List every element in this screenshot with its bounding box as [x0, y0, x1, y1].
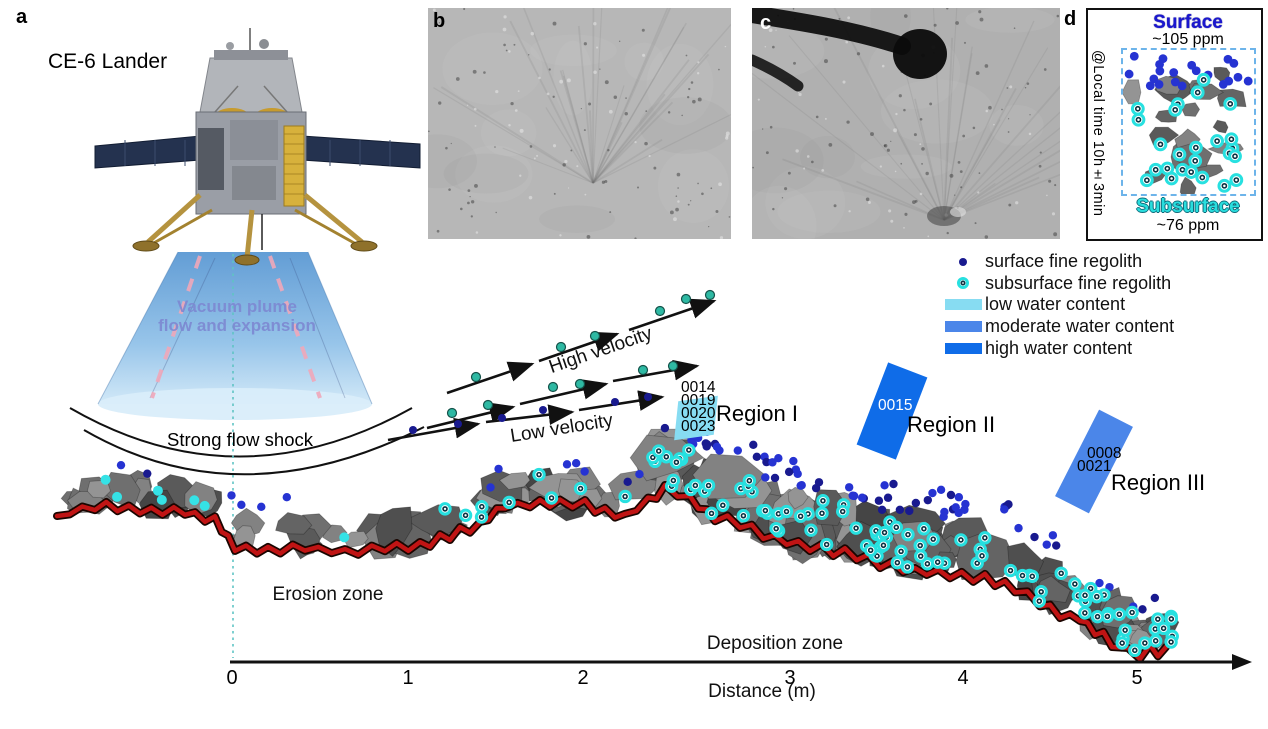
sample-id: 0008 [1087, 445, 1122, 462]
velocity-arrows [387, 289, 717, 442]
legend: surface fine regolith subsurface fine reg… [941, 251, 1174, 359]
subsurface-label: Subsurface [1136, 196, 1240, 217]
photo-panel-c [752, 8, 1060, 239]
region-1-name: Region I [716, 401, 798, 426]
panel-a-label: a [16, 6, 28, 28]
panel-d-sample-window [1121, 48, 1256, 201]
plume-label-line1: Vacuum plume [177, 297, 297, 316]
water-swatch-icon [941, 299, 985, 311]
sample-id: 0014 [681, 379, 716, 396]
distance-axis [230, 654, 1252, 670]
legend-item-label: moderate water content [985, 316, 1175, 337]
distance-axis-label: Distance (m) [708, 681, 816, 702]
axis-tick-2: 2 [577, 667, 589, 689]
surface-value: ~105 ppm [1152, 31, 1224, 48]
legend-item-label: surface fine regolith [985, 251, 1143, 272]
surface-dot-icon [941, 254, 985, 270]
legend-item: low water content [941, 294, 1174, 316]
panel-b-label: b [433, 10, 446, 32]
surface-label: Surface [1153, 12, 1223, 33]
terrain-profile-line [53, 481, 1170, 663]
legend-item: moderate water content [941, 316, 1174, 338]
subsurface-value: ~76 ppm [1156, 217, 1220, 234]
regolith-scatter-dots [100, 415, 1179, 658]
legend-item-label: low water content [985, 294, 1126, 315]
panel-c-label: c [760, 12, 772, 34]
subsurface-circle-icon [941, 275, 985, 291]
shock-label: Strong flow shock [166, 429, 314, 450]
sample-id: 0023 [681, 418, 716, 435]
deposition-zone-label: Deposition zone [706, 633, 844, 654]
local-time-note: @Local time 10h±3min [1090, 50, 1106, 217]
lander-caption: CE-6 Lander [48, 50, 168, 73]
axis-tick-5: 5 [1131, 667, 1143, 689]
axis-tick-3: 3 [784, 667, 796, 689]
plume-label-line2: flow and expansion [158, 316, 316, 335]
legend-item-label: high water content [985, 337, 1133, 358]
sample-id: 0015 [878, 397, 913, 414]
axis-tick-1: 1 [402, 667, 414, 689]
lander-illustration [94, 28, 421, 266]
vacuum-plume-cone [97, 251, 373, 420]
panel-d-box: Surface ~105 ppm @Local time 10h±3min Su… [1086, 8, 1263, 241]
sample-id: 0019 [681, 392, 716, 409]
photo-panel-b [428, 8, 731, 239]
legend-item-label: subsurface fine regolith [985, 272, 1172, 293]
strong-flow-shock-arcs [69, 407, 425, 476]
sample-id: 0021 [1077, 458, 1112, 475]
region-3-name: Region III [1111, 470, 1206, 495]
sample-id: 0020 [681, 405, 716, 422]
axis-tick-0: 0 [226, 667, 238, 689]
region-2-name: Region II [907, 412, 996, 437]
legend-item: surface fine regolith [941, 251, 1174, 273]
legend-item: high water content [941, 337, 1174, 359]
legend-item: subsurface fine regolith [941, 273, 1174, 295]
water-swatch-icon [941, 342, 985, 354]
panel-d-label: d [1064, 8, 1077, 30]
water-swatch-icon [941, 321, 985, 333]
axis-tick-4: 4 [957, 667, 969, 689]
erosion-zone-label: Erosion zone [272, 584, 384, 605]
